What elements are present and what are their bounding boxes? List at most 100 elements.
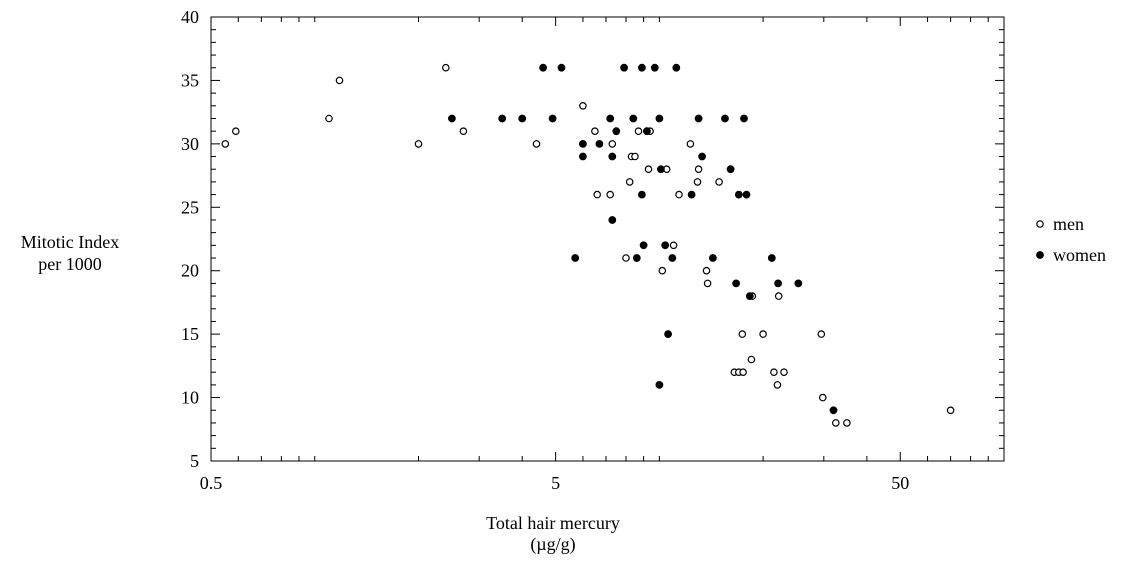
data-points — [221, 63, 955, 427]
data-point-men — [686, 140, 695, 148]
data-point-men — [335, 76, 344, 85]
legend-label-women: women — [1053, 245, 1106, 265]
data-point-men — [441, 63, 450, 72]
data-point-men — [644, 165, 653, 174]
data-point-women — [571, 254, 580, 262]
data-point-men — [669, 241, 678, 250]
data-point-women — [694, 114, 703, 123]
data-point-women — [608, 152, 617, 161]
data-point-men — [232, 127, 240, 136]
data-point-women — [687, 190, 696, 199]
data-point-men — [818, 393, 827, 402]
data-point-men — [675, 190, 683, 199]
data-point-women — [579, 140, 587, 148]
data-point-women — [829, 406, 838, 415]
data-point-men — [780, 368, 788, 377]
data-point-men — [702, 266, 711, 275]
y-tick-label: 25 — [181, 197, 199, 217]
data-point-men — [738, 330, 747, 338]
data-point-women — [518, 114, 527, 123]
legend-label-men: men — [1053, 214, 1084, 234]
data-point-women — [668, 254, 677, 262]
data-point-men — [634, 127, 643, 136]
data-point-women — [448, 114, 456, 123]
data-point-men — [715, 178, 723, 186]
data-point-women — [498, 114, 507, 123]
data-point-women — [655, 381, 664, 389]
data-point-men — [622, 254, 630, 262]
data-point-men — [759, 330, 767, 338]
y-axis-title-line1: Mitotic Index — [21, 232, 119, 252]
data-point-men — [694, 165, 703, 174]
y-tick-label: 5 — [190, 451, 199, 471]
x-tick-label: 5 — [551, 473, 560, 493]
y-tick-label: 10 — [181, 388, 199, 408]
data-point-women — [732, 279, 740, 288]
data-point-men — [579, 102, 587, 110]
data-point-men — [739, 368, 747, 377]
data-point-women — [632, 254, 641, 262]
x-axis-title: Total hair mercury — [486, 513, 620, 533]
data-point-men — [770, 368, 778, 377]
data-point-women — [698, 152, 706, 161]
data-point-men — [817, 330, 826, 338]
data-point-women — [650, 63, 659, 72]
legend-marker-women — [1036, 251, 1044, 259]
data-point-women — [548, 114, 557, 123]
data-point-women — [721, 114, 729, 123]
data-point-women — [655, 114, 664, 123]
data-point-men — [693, 178, 702, 186]
data-point-women — [606, 114, 615, 123]
data-point-women — [661, 241, 670, 250]
data-point-women — [734, 190, 743, 199]
y-tick-label: 35 — [181, 70, 199, 90]
data-point-women — [620, 63, 628, 72]
data-point-women — [709, 254, 717, 262]
x-tick-label: 50 — [891, 473, 909, 493]
data-point-women — [742, 190, 751, 199]
data-point-women — [774, 279, 782, 288]
data-point-women — [726, 165, 735, 174]
data-point-women — [767, 254, 776, 262]
data-point-women — [643, 127, 651, 136]
y-tick-label: 40 — [181, 7, 199, 27]
data-point-men — [591, 127, 599, 136]
y-tick-label: 20 — [181, 261, 199, 281]
data-point-men — [631, 152, 639, 161]
y-tick-label: 15 — [181, 324, 199, 344]
data-point-men — [608, 140, 617, 148]
data-point-men — [658, 266, 667, 275]
data-point-men — [414, 140, 423, 148]
y-tick-label: 30 — [181, 134, 199, 154]
data-point-men — [773, 381, 782, 389]
data-point-men — [703, 279, 712, 288]
y-axis-title-line2: per 1000 — [38, 254, 101, 274]
data-point-men — [625, 178, 634, 186]
data-point-women — [740, 114, 748, 123]
data-point-men — [325, 114, 333, 123]
plot-frame — [210, 16, 1005, 462]
data-point-men — [747, 355, 756, 364]
data-point-men — [843, 419, 851, 427]
data-point-women — [595, 140, 604, 148]
data-point-men — [532, 140, 541, 148]
data-point-men — [946, 406, 955, 415]
data-point-men — [774, 292, 783, 300]
data-point-women — [579, 152, 587, 161]
data-point-men — [606, 190, 615, 199]
data-point-women — [539, 63, 547, 72]
data-point-women — [557, 63, 566, 72]
x-tick-label: 0.5 — [200, 473, 223, 493]
data-point-women — [639, 241, 648, 250]
x-axis-unit: (µg/g) — [530, 534, 575, 555]
data-point-women — [664, 330, 672, 339]
data-point-women — [612, 127, 621, 136]
data-point-men — [593, 190, 602, 199]
data-point-men — [221, 140, 230, 148]
data-point-women — [672, 63, 681, 72]
data-point-women — [629, 114, 638, 123]
data-point-women — [657, 165, 665, 174]
data-point-women — [638, 190, 646, 199]
legend: men women — [1036, 214, 1106, 265]
